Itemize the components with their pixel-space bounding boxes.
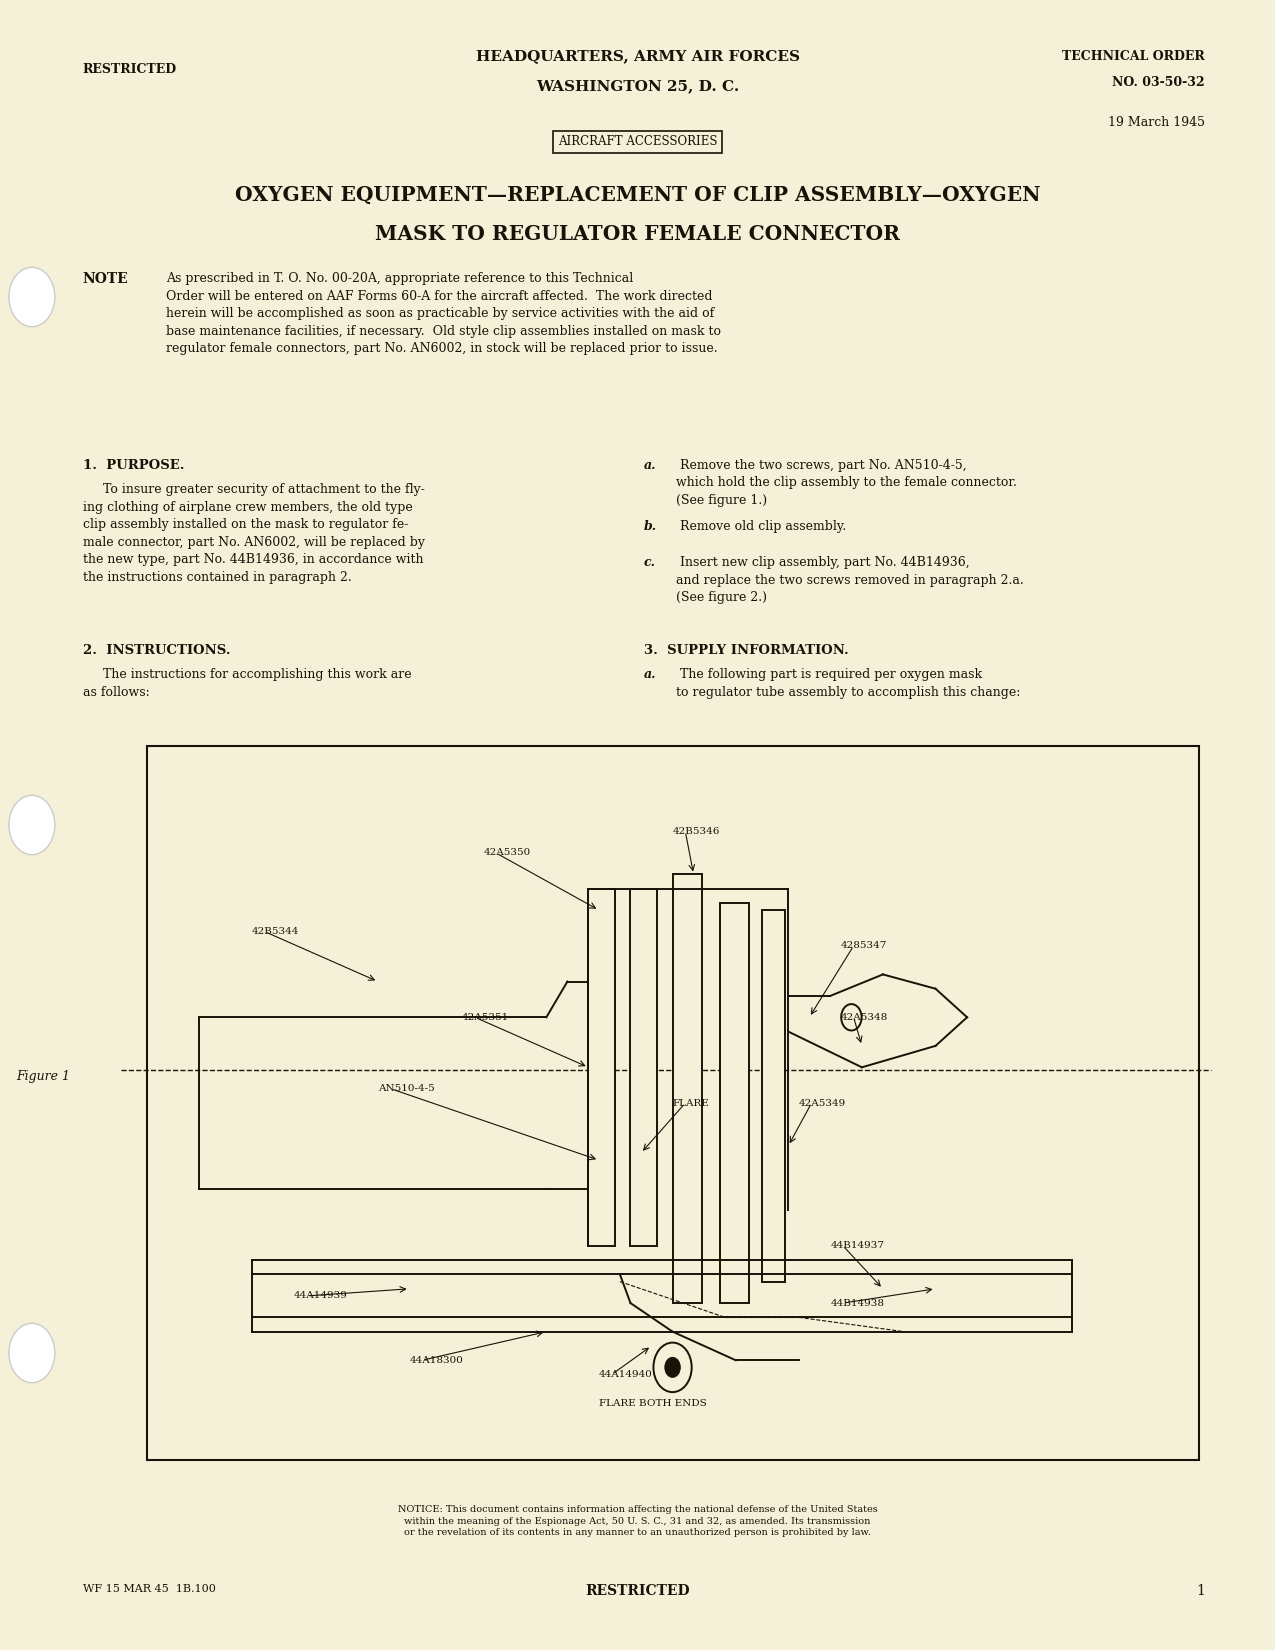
Circle shape <box>653 1343 691 1393</box>
Text: 1: 1 <box>1196 1584 1205 1597</box>
Text: AN510-4-5: AN510-4-5 <box>377 1084 435 1094</box>
Circle shape <box>9 267 55 327</box>
Bar <box>720 903 750 1304</box>
Text: 44A14939: 44A14939 <box>293 1292 348 1300</box>
Circle shape <box>664 1358 681 1378</box>
Text: 1.  PURPOSE.: 1. PURPOSE. <box>83 459 185 472</box>
Text: The instructions for accomplishing this work are
as follows:: The instructions for accomplishing this … <box>83 668 412 698</box>
Text: WASHINGTON 25, D. C.: WASHINGTON 25, D. C. <box>536 79 740 92</box>
Circle shape <box>842 1005 862 1031</box>
Text: 42B5344: 42B5344 <box>251 927 300 936</box>
Text: 42A5350: 42A5350 <box>483 848 530 858</box>
Text: 42B5346: 42B5346 <box>673 827 720 837</box>
Text: c.: c. <box>644 556 655 569</box>
Circle shape <box>9 1323 55 1383</box>
Circle shape <box>9 795 55 855</box>
Text: 4285347: 4285347 <box>842 942 887 950</box>
Text: b.: b. <box>644 520 657 533</box>
Text: AIRCRAFT ACCESSORIES: AIRCRAFT ACCESSORIES <box>557 135 718 148</box>
Text: Insert new clip assembly, part No. 44B14936,
and replace the two screws removed : Insert new clip assembly, part No. 44B14… <box>676 556 1024 604</box>
Text: RESTRICTED: RESTRICTED <box>585 1584 690 1597</box>
Text: Figure 1: Figure 1 <box>17 1069 70 1082</box>
Text: OXYGEN EQUIPMENT—REPLACEMENT OF CLIP ASSEMBLY—OXYGEN: OXYGEN EQUIPMENT—REPLACEMENT OF CLIP ASS… <box>235 185 1040 205</box>
Text: WF 15 MAR 45  1B.100: WF 15 MAR 45 1B.100 <box>83 1584 215 1594</box>
Text: 44B14937: 44B14937 <box>830 1241 885 1251</box>
Text: Remove old clip assembly.: Remove old clip assembly. <box>676 520 847 533</box>
Text: a.: a. <box>644 459 657 472</box>
Text: Remove the two screws, part No. AN510-4-5,
which hold the clip assembly to the f: Remove the two screws, part No. AN510-4-… <box>676 459 1016 507</box>
Text: MASK TO REGULATOR FEMALE CONNECTOR: MASK TO REGULATOR FEMALE CONNECTOR <box>375 224 900 244</box>
Text: 44A14940: 44A14940 <box>599 1370 653 1379</box>
Text: NOTICE: This document contains information affecting the national defense of the: NOTICE: This document contains informati… <box>398 1505 877 1538</box>
Text: RESTRICTED: RESTRICTED <box>83 63 177 76</box>
Text: a.: a. <box>644 668 657 681</box>
Bar <box>762 911 785 1282</box>
Text: 19 March 1945: 19 March 1945 <box>1108 116 1205 129</box>
Bar <box>147 746 1198 1460</box>
Bar <box>588 889 615 1246</box>
Text: FLARE: FLARE <box>673 1099 709 1107</box>
Bar <box>630 889 657 1246</box>
Bar <box>673 874 703 1304</box>
Text: FLARE BOTH ENDS: FLARE BOTH ENDS <box>599 1399 706 1407</box>
Text: 3.  SUPPLY INFORMATION.: 3. SUPPLY INFORMATION. <box>644 644 849 657</box>
Text: 44B14938: 44B14938 <box>830 1299 885 1307</box>
Text: 42A5349: 42A5349 <box>798 1099 847 1107</box>
Text: The following part is required per oxygen mask
to regulator tube assembly to acc: The following part is required per oxyge… <box>676 668 1020 698</box>
Text: As prescribed in T. O. No. 00-20A, appropriate reference to this Technical
Order: As prescribed in T. O. No. 00-20A, appro… <box>166 272 720 355</box>
Text: To insure greater security of attachment to the fly-
ing clothing of airplane cr: To insure greater security of attachment… <box>83 483 425 584</box>
Text: HEADQUARTERS, ARMY AIR FORCES: HEADQUARTERS, ARMY AIR FORCES <box>476 50 799 63</box>
Text: 2.  INSTRUCTIONS.: 2. INSTRUCTIONS. <box>83 644 231 657</box>
Text: 44A18300: 44A18300 <box>409 1356 464 1365</box>
Text: TECHNICAL ORDER: TECHNICAL ORDER <box>1062 50 1205 63</box>
Text: NO. 03-50-32: NO. 03-50-32 <box>1112 76 1205 89</box>
Text: NOTE: NOTE <box>83 272 129 285</box>
Text: 42A5348: 42A5348 <box>842 1013 889 1021</box>
Text: 42A5351: 42A5351 <box>462 1013 510 1021</box>
Bar <box>147 746 1198 1460</box>
